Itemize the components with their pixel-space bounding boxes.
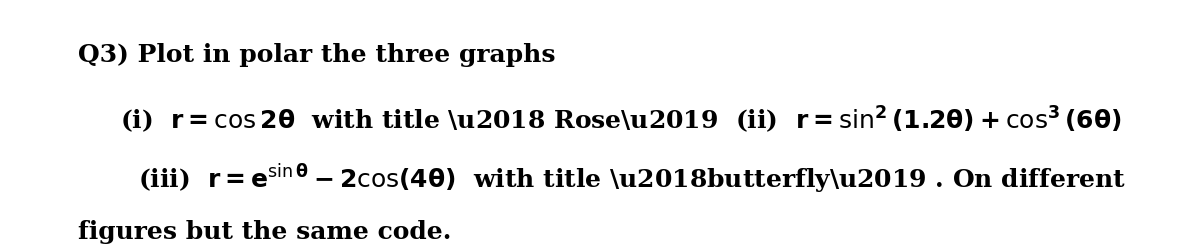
Text: (iii)  $\mathbf{r = e^{\sin\theta} - 2\cos(4\theta)}$  with title \u2018butterfl: (iii) $\mathbf{r = e^{\sin\theta} - 2\co… bbox=[138, 162, 1126, 196]
Text: Q3) Plot in polar the three graphs: Q3) Plot in polar the three graphs bbox=[78, 43, 556, 67]
Text: figures but the same code.: figures but the same code. bbox=[78, 220, 451, 244]
Text: (i)  $\mathbf{r = \cos2\theta}$  with title \u2018 Rose\u2019  (ii)  $\mathbf{r : (i) $\mathbf{r = \cos2\theta}$ with titl… bbox=[120, 104, 1122, 136]
